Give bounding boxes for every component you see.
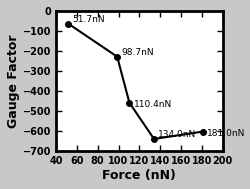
Text: 134.0nN: 134.0nN xyxy=(158,130,196,139)
Text: 51.7nN: 51.7nN xyxy=(72,15,105,24)
Text: 181.0nN: 181.0nN xyxy=(207,129,246,138)
Y-axis label: Gauge Factor: Gauge Factor xyxy=(7,34,20,128)
X-axis label: Force (nN): Force (nN) xyxy=(102,169,176,182)
Text: 110.4nN: 110.4nN xyxy=(134,100,172,109)
Text: 98.7nN: 98.7nN xyxy=(121,48,154,57)
